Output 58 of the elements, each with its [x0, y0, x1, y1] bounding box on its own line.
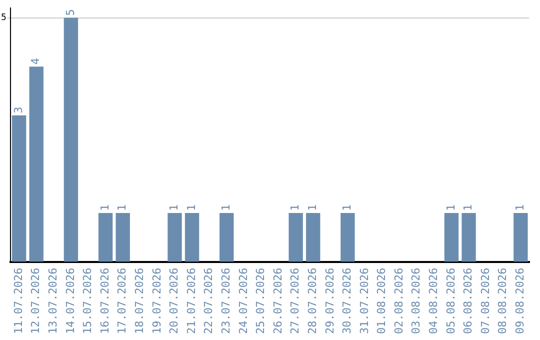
bar — [64, 18, 78, 262]
x-tick-label: 02.08.2026 — [392, 268, 406, 334]
bar — [340, 212, 355, 262]
x-tick-label: 09.08.2026 — [514, 268, 527, 334]
x-tick-label: 22.07.2026 — [202, 268, 216, 334]
x-tick-label: 11.07.2026 — [12, 268, 25, 334]
x-tick-label: 23.07.2026 — [219, 268, 232, 334]
bar — [168, 212, 182, 262]
data-label: 1 — [219, 204, 232, 211]
x-tick-label: 31.07.2026 — [358, 268, 371, 334]
bar — [306, 212, 320, 262]
bar — [116, 212, 130, 262]
x-tick-label: 04.08.2026 — [427, 268, 440, 334]
x-tick-label: 24.07.2026 — [236, 268, 250, 334]
x-tick-label: 29.07.2026 — [323, 268, 336, 334]
bar — [29, 66, 44, 262]
data-label: 1 — [444, 204, 458, 211]
x-tick-label: 05.08.2026 — [444, 268, 458, 334]
x-tick-label: 30.07.2026 — [340, 268, 354, 334]
data-label: 1 — [168, 204, 181, 211]
x-tick-label: 21.07.2026 — [184, 268, 198, 334]
data-label: 1 — [340, 204, 354, 211]
data-label: 1 — [306, 204, 319, 211]
data-label: 1 — [116, 204, 129, 211]
x-tick-label: 07.08.2026 — [478, 268, 492, 334]
data-label: 3 — [12, 106, 25, 114]
bar — [220, 212, 234, 262]
x-tick-label: 14.07.2026 — [64, 268, 77, 334]
x-tick-label: 19.07.2026 — [150, 268, 164, 334]
x-tick-label: 06.08.2026 — [462, 268, 475, 334]
x-tick-label: 26.07.2026 — [271, 268, 284, 334]
data-label: 5 — [64, 9, 77, 16]
x-tick-label: 03.08.2026 — [410, 268, 423, 334]
x-tick-label: 18.07.2026 — [133, 268, 146, 334]
x-tick-label: 15.07.2026 — [81, 268, 94, 334]
x-tick-label: 08.08.2026 — [496, 268, 510, 334]
x-tick-label: 13.07.2026 — [46, 268, 60, 334]
x-tick-label: 20.07.2026 — [168, 268, 181, 334]
x-tick-label: 17.07.2026 — [116, 268, 129, 334]
bar — [462, 212, 476, 262]
bar — [444, 212, 459, 262]
bar — [184, 212, 200, 262]
x-tick-label: 25.07.2026 — [254, 268, 268, 334]
x-tick-label: 01.08.2026 — [375, 268, 388, 334]
bar — [12, 115, 26, 262]
data-label: 1 — [98, 204, 112, 211]
x-tick-label: 28.07.2026 — [306, 268, 319, 334]
bar — [288, 212, 303, 262]
data-label: 1 — [462, 204, 475, 211]
data-label: 1 — [514, 204, 527, 211]
x-tick-label: 12.07.2026 — [29, 268, 42, 334]
data-label: 1 — [184, 204, 198, 211]
data-label: 4 — [29, 58, 42, 65]
bar — [98, 212, 113, 262]
bar — [514, 212, 528, 262]
x-tick-label: 16.07.2026 — [98, 268, 112, 334]
x-tick-label: 27.07.2026 — [288, 268, 302, 334]
data-label: 1 — [288, 204, 302, 211]
